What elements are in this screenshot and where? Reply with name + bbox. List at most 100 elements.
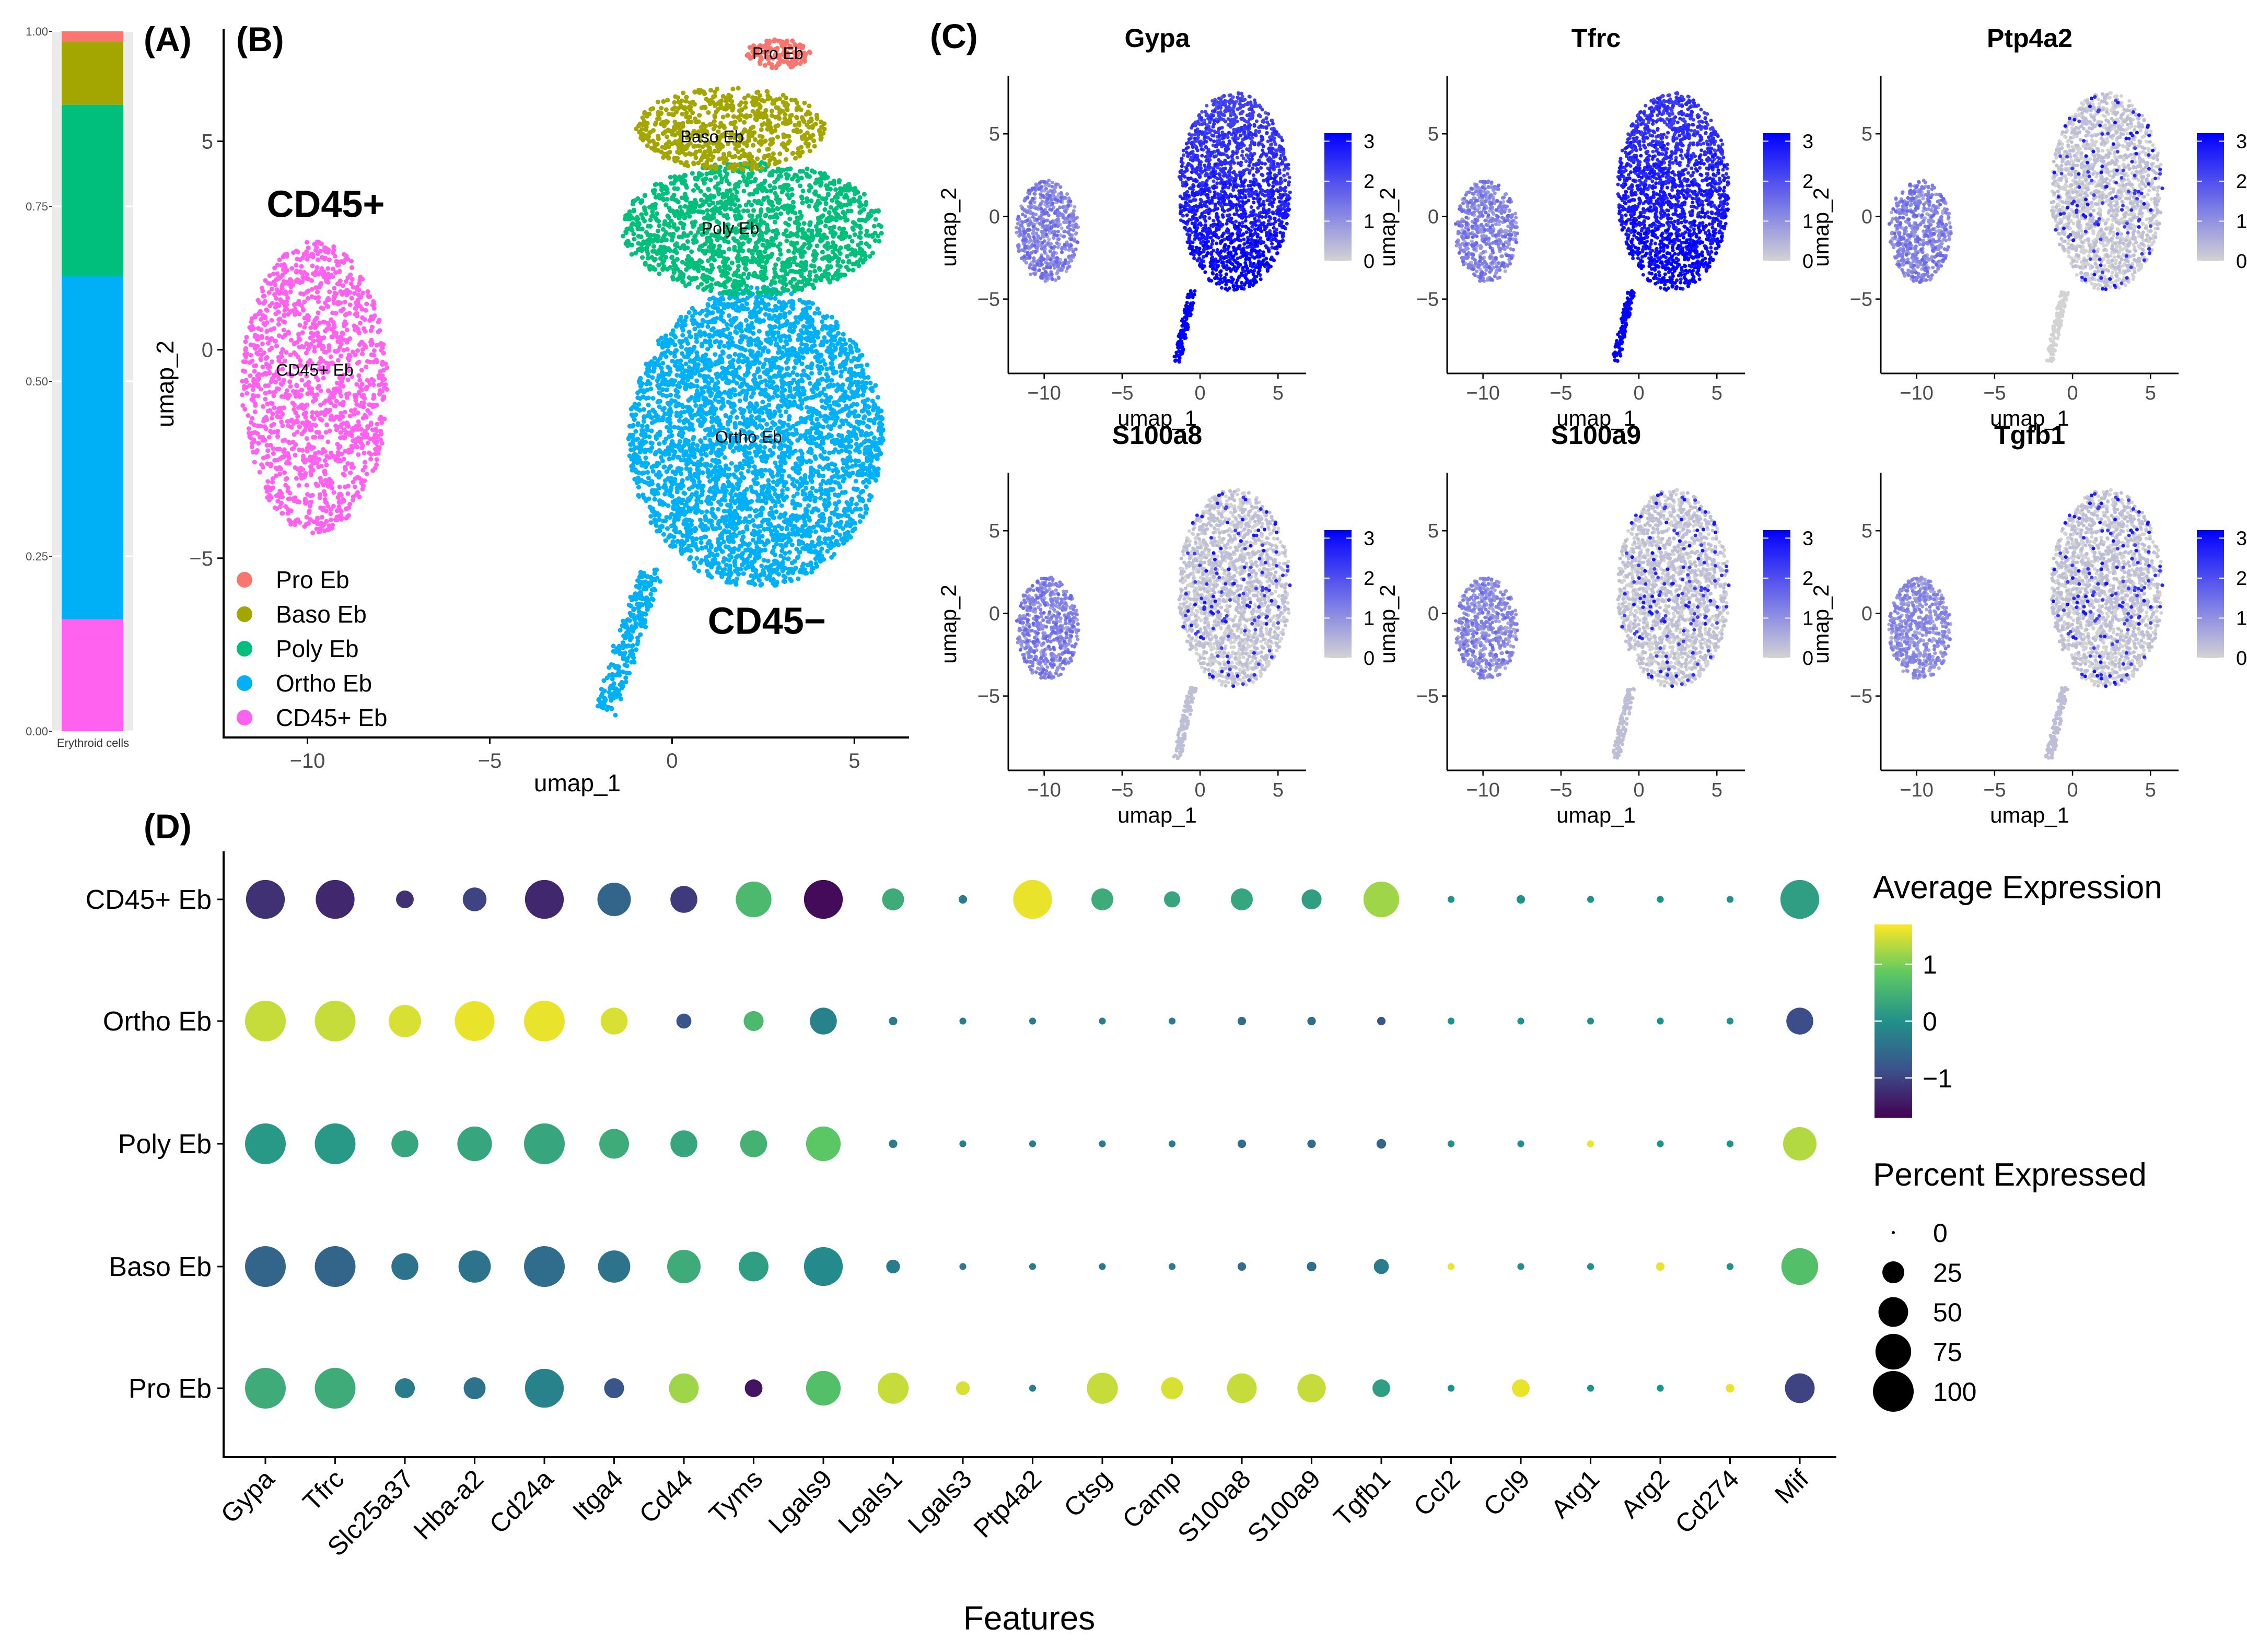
dot-cd45-eb-hba-a2 — [462, 887, 487, 911]
dot-poly-eb-lgals1 — [889, 1139, 898, 1149]
feature-points — [1453, 576, 1519, 680]
dot-col-label: S100a9 — [1242, 1464, 1326, 1548]
colorbar-tick-label: 0 — [1364, 648, 1375, 670]
bar-segment-cd45-eb — [62, 619, 123, 731]
colorbar-tick-label: 0 — [2236, 648, 2247, 670]
feature-xtick-label: 5 — [2145, 779, 2156, 801]
dot-ortho-eb-ccl9 — [1517, 1017, 1524, 1025]
panel-b-xtick-label: −5 — [478, 749, 502, 772]
dot-col-label: Mif — [1769, 1464, 1814, 1509]
dot-baso-eb-ccl9 — [1517, 1263, 1524, 1270]
colorbar-tick-label: 1 — [1802, 607, 1813, 629]
dot-ortho-eb-cd44 — [676, 1013, 692, 1029]
dot-baso-eb-camp — [1168, 1263, 1176, 1270]
dot-col-label: Arg2 — [1615, 1464, 1674, 1524]
bar-segment-ortho-eb — [62, 276, 123, 619]
dot-cd45-eb-itga4 — [597, 882, 631, 917]
dot-pro-eb-cd274 — [1726, 1384, 1734, 1393]
dot-pro-eb-tyms — [744, 1379, 763, 1397]
feature-xtick-label: −5 — [1983, 779, 2006, 801]
feature-ylabel: umap_2 — [1809, 584, 1833, 664]
legend-label: CD45+ Eb — [276, 704, 388, 731]
dot-ortho-eb-camp — [1168, 1017, 1176, 1025]
dot-col-label: Ccl9 — [1477, 1464, 1535, 1521]
legend-key — [237, 675, 252, 691]
feature-colorbar — [1324, 530, 1352, 658]
panel-a-stacked-bar: 0.00 0.25 0.50 0.75 1.00 Erythroid cells — [26, 25, 133, 749]
feature-points — [2044, 489, 2164, 760]
annotation-cd45-positive: CD45+ — [266, 183, 385, 225]
dot-ortho-eb-tyms — [743, 1011, 764, 1032]
feature-xtick-label: −5 — [1983, 382, 2006, 404]
dot-ortho-eb-lgals9 — [810, 1007, 837, 1035]
legend-label: Ortho Eb — [276, 670, 372, 697]
dot-cd45-eb-s100a9 — [1301, 889, 1322, 910]
feature-ytick-label: 0 — [1428, 206, 1439, 228]
pct-expressed-key — [1873, 1371, 1914, 1412]
dot-baso-eb-s100a9 — [1307, 1261, 1317, 1272]
feature-ytick-label: −5 — [1850, 289, 1872, 311]
dot-pro-eb-cd44 — [669, 1373, 699, 1403]
dot-ortho-eb-cd274 — [1726, 1017, 1734, 1025]
colorbar-tick-label: 2 — [1802, 568, 1813, 590]
avg-expression-tick-label: 1 — [1923, 950, 1937, 979]
dot-col-label: Itga4 — [567, 1464, 628, 1526]
dot-baso-eb-itga4 — [598, 1250, 631, 1283]
dot-col-label: Ctsg — [1058, 1464, 1116, 1522]
dot-row-label: Ortho Eb — [103, 1006, 212, 1037]
feature-points — [1457, 582, 1511, 677]
dot-baso-eb-ctsg — [1099, 1263, 1106, 1270]
dot-baso-eb-tyms — [739, 1251, 769, 1282]
feature-ytick-label: −5 — [1850, 686, 1872, 708]
colorbar-tick-label: 2 — [1364, 171, 1375, 193]
feature-plot-gypa: Gypa −10 −5 0 5 −5 0 5 umap_1 umap_2 0 1 2 3 — [936, 24, 1375, 430]
dot-poly-eb-ctsg — [1099, 1140, 1106, 1147]
dot-cd45-eb-cd274 — [1726, 896, 1734, 903]
dot-col-label: Gypa — [215, 1464, 280, 1529]
dot-poly-eb-cd24a — [524, 1123, 565, 1164]
dot-poly-eb-arg2 — [1657, 1140, 1664, 1147]
dot-baso-eb-arg2 — [1656, 1262, 1665, 1271]
feature-points — [1887, 180, 1948, 284]
feature-ytick-label: −5 — [977, 686, 1000, 708]
dot-poly-eb-hba-a2 — [457, 1126, 492, 1162]
dot-pro-eb-tfrc — [315, 1368, 356, 1409]
dot-col-label: Hba-a2 — [408, 1464, 490, 1545]
cluster-points-cd45-eb — [239, 239, 390, 535]
feature-xtick-label: −5 — [1550, 382, 1572, 404]
bar-segment-pro-eb — [62, 31, 123, 42]
dot-pro-eb-ccl2 — [1447, 1385, 1455, 1392]
feature-plot-s100a8: S100a8 −10 −5 0 5 −5 0 5 umap_1 umap_2 0 1 2 3 — [936, 420, 1375, 827]
dot-pro-eb-ctsg — [1087, 1373, 1118, 1404]
feature-xtick-label: 5 — [1273, 382, 1284, 404]
panel-b-xlabel: umap_1 — [534, 769, 621, 796]
dot-baso-eb-mif — [1781, 1248, 1819, 1285]
dot-poly-eb-ccl9 — [1517, 1140, 1524, 1147]
feature-xlabel: umap_1 — [1117, 803, 1197, 827]
cluster-points-pro-eb — [744, 37, 813, 71]
panel-a-tick-label: 0.75 — [26, 200, 48, 213]
feature-points — [1453, 180, 1518, 281]
feature-ytick-label: 0 — [1861, 603, 1872, 625]
feature-xtick-label: 5 — [1712, 382, 1722, 404]
dot-cd45-eb-ctsg — [1091, 888, 1113, 910]
panel-d-dot-plot: CD45+ Eb Ortho Eb Poly Eb Baso Eb Pro Eb Gyp… — [86, 851, 2162, 1637]
panel-label-b: (B) — [236, 20, 284, 58]
legend-label: Baso Eb — [276, 601, 367, 628]
feature-title: Gypa — [1124, 24, 1190, 53]
feature-ylabel: umap_2 — [936, 584, 961, 664]
panel-b-ytick-label: 0 — [202, 339, 213, 362]
dot-baso-eb-s100a8 — [1237, 1262, 1247, 1271]
feature-title: Tfrc — [1571, 24, 1621, 53]
feature-points — [1620, 492, 1731, 679]
dot-col-label: Cd44 — [634, 1464, 698, 1529]
pct-expressed-label: 50 — [1933, 1298, 1962, 1327]
dot-poly-eb-arg1 — [1587, 1140, 1594, 1147]
feature-xtick-label: 5 — [1712, 779, 1722, 801]
pct-expressed-label: 75 — [1933, 1338, 1962, 1367]
dot-baso-eb-lgals9 — [804, 1247, 843, 1286]
colorbar-tick-label: 0 — [1802, 251, 1813, 273]
dot-pro-eb-hba-a2 — [463, 1377, 486, 1399]
dot-ortho-eb-arg1 — [1587, 1017, 1594, 1025]
